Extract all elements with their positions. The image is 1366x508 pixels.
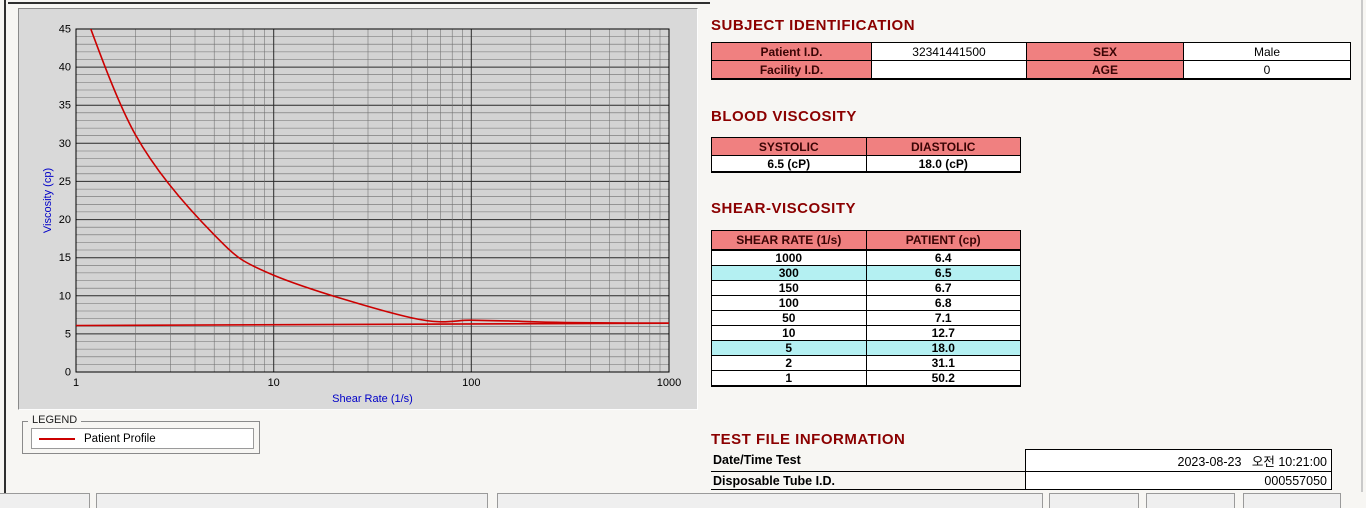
shear-row: 1000 6.4 — [711, 249, 1021, 266]
shear-row: 1 50.2 — [711, 370, 1021, 387]
age-label: AGE — [1026, 60, 1184, 80]
patient-profile-line-sample — [39, 437, 75, 440]
svg-text:Viscosity (cp): Viscosity (cp) — [42, 168, 54, 233]
subject-identification-table: Patient I.D. 32341441500 SEX Male Facili… — [711, 42, 1351, 80]
diastolic-value: 18.0 (cP) — [865, 155, 1021, 173]
viscosity-chart: 0 5 10 15 20 25 30 35 40 45 1 10 100 1000 Shear Rate (… — [42, 24, 681, 406]
svg-text:1000: 1000 — [657, 377, 681, 389]
sex-value: Male — [1183, 42, 1351, 61]
blood-viscosity-table: SYSTOLIC DIASTOLIC 6.5 (cP) 18.0 (cP) — [711, 137, 1021, 173]
svg-text:30: 30 — [59, 138, 71, 150]
shear-viscosity-table: SHEAR RATE (1/s) PATIENT (cp) 1000 6.4 300… — [711, 230, 1021, 387]
patient-cp-cell: 6.8 — [865, 295, 1021, 311]
bottom-cutoff-button-1[interactable] — [0, 493, 90, 508]
svg-text:100: 100 — [462, 377, 480, 389]
shear-row: 10 12.7 — [711, 325, 1021, 341]
disposable-tube-id-label: Disposable Tube I.D. — [711, 471, 1026, 490]
table-row: SYSTOLIC DIASTOLIC — [711, 137, 1021, 156]
patient-id-label: Patient I.D. — [711, 42, 872, 61]
table-row: Date/Time Test 2023-08-23 오전 10:21:00 — [711, 449, 1332, 472]
window-border-right — [1361, 0, 1363, 492]
systolic-value: 6.5 (cP) — [711, 155, 867, 173]
patient-cp-cell: 7.1 — [865, 310, 1021, 326]
table-row: SHEAR RATE (1/s) PATIENT (cp) — [711, 230, 1021, 251]
age-value: 0 — [1183, 60, 1351, 80]
datetime-test-label: Date/Time Test — [711, 449, 1026, 472]
svg-text:10: 10 — [268, 377, 280, 389]
patient-cp-cell: 6.4 — [865, 249, 1021, 266]
shear-row: 2 31.1 — [711, 355, 1021, 371]
patient-cp-cell: 12.7 — [865, 325, 1021, 341]
svg-text:45: 45 — [59, 24, 71, 36]
bottom-cutoff-button-3[interactable] — [497, 493, 1043, 508]
shear-row: 100 6.8 — [711, 295, 1021, 311]
datetime-test-value: 2023-08-23 오전 10:21:00 — [1025, 449, 1332, 472]
svg-text:5: 5 — [65, 328, 71, 340]
svg-text:15: 15 — [59, 252, 71, 264]
table-row: Patient I.D. 32341441500 SEX Male — [711, 42, 1351, 61]
window-border-left — [4, 0, 6, 508]
legend-inner: Patient Profile — [31, 428, 254, 449]
disposable-tube-id-value: 000557050 — [1025, 471, 1332, 490]
shear-rate-cell: 150 — [711, 280, 867, 296]
legend-box: LEGEND Patient Profile — [22, 414, 260, 454]
svg-text:1: 1 — [73, 377, 79, 389]
shear-row: 150 6.7 — [711, 280, 1021, 296]
patient-id-value: 32341441500 — [871, 42, 1027, 61]
svg-text:10: 10 — [59, 290, 71, 302]
subject-identification-heading: SUBJECT IDENTIFICATION — [711, 17, 916, 34]
test-file-table: Date/Time Test 2023-08-23 오전 10:21:00 Di… — [711, 449, 1332, 490]
shear-row: 50 7.1 — [711, 310, 1021, 326]
bottom-cutoff-button-2[interactable] — [96, 493, 488, 508]
test-file-information-heading: TEST FILE INFORMATION — [711, 431, 906, 448]
diastolic-header: DIASTOLIC — [865, 137, 1021, 156]
shear-row: 300 6.5 — [711, 265, 1021, 281]
shear-rate-cell: 5 — [711, 340, 867, 356]
shear-rate-cell: 100 — [711, 295, 867, 311]
patient-cp-cell: 50.2 — [865, 370, 1021, 387]
blood-viscosity-heading: BLOOD VISCOSITY — [711, 108, 857, 125]
shear-rate-cell: 2 — [711, 355, 867, 371]
bottom-cutoff-button-6[interactable] — [1243, 493, 1341, 508]
systolic-header: SYSTOLIC — [711, 137, 867, 156]
shear-rate-cell: 10 — [711, 325, 867, 341]
sex-label: SEX — [1026, 42, 1184, 61]
facility-id-value — [871, 60, 1027, 80]
svg-text:Shear Rate (1/s): Shear Rate (1/s) — [332, 393, 413, 405]
svg-text:0: 0 — [65, 367, 71, 379]
patient-cp-cell: 6.5 — [865, 265, 1021, 281]
svg-text:35: 35 — [59, 100, 71, 112]
legend-series-label: Patient Profile — [84, 432, 156, 445]
bottom-cutoff-button-5[interactable] — [1146, 493, 1235, 508]
shear-rate-cell: 1000 — [711, 249, 867, 266]
shear-rate-cell: 1 — [711, 370, 867, 387]
shear-table-body: 1000 6.4 300 6.5 150 6.7 100 6.8 50 7.1 10 12.7 5 18.… — [711, 249, 1021, 387]
table-row: Disposable Tube I.D. 000557050 — [711, 471, 1332, 490]
patient-cp-header: PATIENT (cp) — [865, 230, 1021, 251]
legend-title: LEGEND — [28, 414, 82, 426]
svg-text:25: 25 — [59, 176, 71, 188]
shear-viscosity-heading: SHEAR-VISCOSITY — [711, 200, 857, 217]
facility-id-label: Facility I.D. — [711, 60, 872, 80]
table-row: Facility I.D. AGE 0 — [711, 60, 1351, 80]
table-row: 6.5 (cP) 18.0 (cP) — [711, 155, 1021, 173]
viscosity-chart-panel: 0 5 10 15 20 25 30 35 40 45 1 10 100 1000 Shear Rate (… — [18, 8, 698, 410]
panel-border-top — [8, 2, 710, 4]
shear-row: 5 18.0 — [711, 340, 1021, 356]
bottom-cutoff-button-4[interactable] — [1049, 493, 1139, 508]
results-panel: SUBJECT IDENTIFICATION Patient I.D. 3234… — [711, 0, 1351, 508]
svg-text:40: 40 — [59, 62, 71, 74]
svg-text:20: 20 — [59, 214, 71, 226]
patient-cp-cell: 31.1 — [865, 355, 1021, 371]
patient-cp-cell: 18.0 — [865, 340, 1021, 356]
shear-rate-cell: 50 — [711, 310, 867, 326]
patient-cp-cell: 6.7 — [865, 280, 1021, 296]
shear-rate-cell: 300 — [711, 265, 867, 281]
shear-rate-header: SHEAR RATE (1/s) — [711, 230, 867, 251]
